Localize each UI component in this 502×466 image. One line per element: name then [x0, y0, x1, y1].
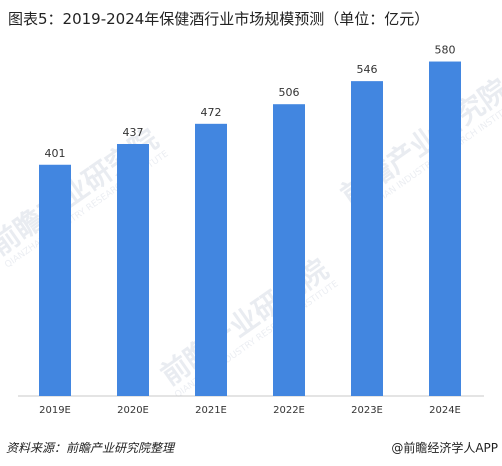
- x-tick-label-2024E: 2024E: [429, 405, 461, 416]
- value-label-2019E: 401: [45, 147, 66, 160]
- bar-2024E: [429, 61, 461, 397]
- bar-2021E: [195, 123, 227, 397]
- x-tick-label-2021E: 2021E: [195, 405, 227, 416]
- bar-2023E: [351, 81, 383, 396]
- watermark-text: 前瞻产业研究院: [155, 252, 334, 391]
- x-tick-label-2022E: 2022E: [273, 405, 305, 416]
- source-note: 资料来源：前瞻产业研究院整理: [6, 441, 175, 455]
- category-labels-group: 2019E 2020E 2021E 2022E 2023E 2024E: [39, 405, 461, 416]
- value-label-2021E: 472: [201, 106, 222, 119]
- bar-2019E: [39, 164, 71, 396]
- value-label-2024E: 580: [435, 44, 456, 57]
- chart-title: 图表5：2019-2024年保健酒行业市场规模预测（单位：亿元）: [8, 10, 430, 28]
- app-credit: @前瞻经济学人APP: [391, 441, 498, 455]
- x-tick-label-2023E: 2023E: [351, 405, 383, 416]
- value-label-2020E: 437: [123, 126, 144, 139]
- bars-group: [39, 61, 461, 397]
- x-tick-label-2020E: 2020E: [117, 405, 149, 416]
- bar-2020E: [117, 143, 149, 396]
- value-label-2022E: 506: [279, 86, 300, 99]
- bar-2022E: [273, 104, 305, 396]
- value-labels-group: 401 437 472 506 546 580: [45, 44, 456, 160]
- value-label-2023E: 546: [357, 63, 378, 76]
- x-tick-label-2019E: 2019E: [39, 405, 71, 416]
